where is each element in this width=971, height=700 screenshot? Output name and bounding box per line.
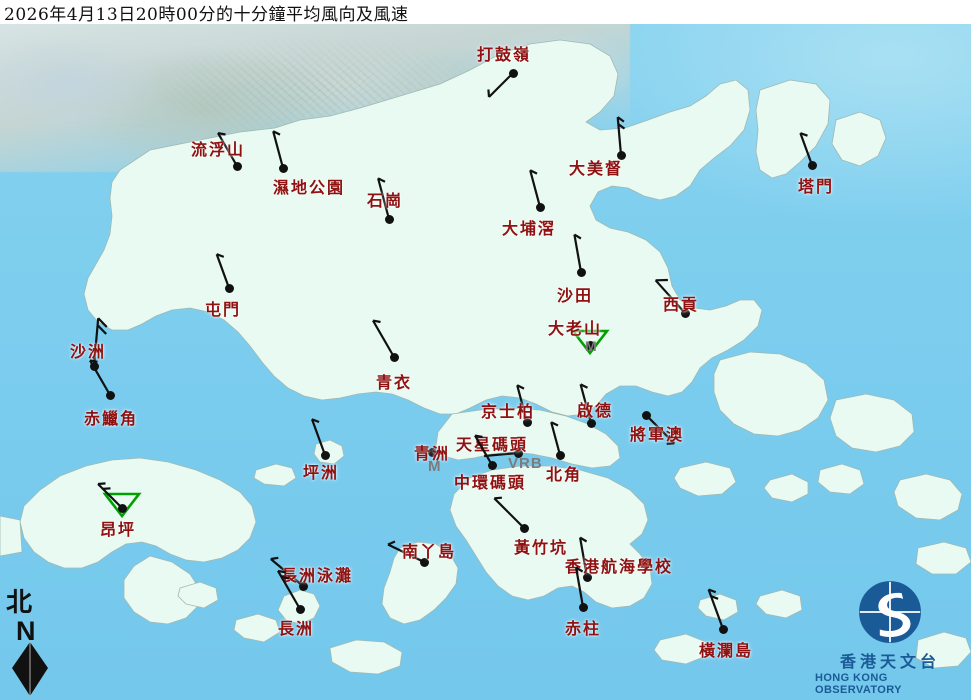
- station-dot: [519, 523, 529, 533]
- station-label: 打鼓嶺: [477, 45, 532, 64]
- station-label: 昂坪: [100, 520, 137, 539]
- station-label: 塔門: [798, 177, 835, 196]
- station-label: 橫瀾島: [699, 641, 754, 660]
- station-label: 青衣: [376, 373, 413, 392]
- station-dot: [585, 340, 595, 350]
- station-dot: [578, 602, 588, 612]
- station-dot: [807, 160, 817, 170]
- station-dot: [389, 352, 399, 362]
- station-label: 大美督: [569, 159, 624, 178]
- station-dot: [680, 308, 690, 318]
- station-dot: [295, 604, 305, 614]
- station-dot: [582, 572, 592, 582]
- station-label: 京士柏: [481, 402, 536, 421]
- station-label: 濕地公園: [273, 178, 346, 197]
- station-label: 沙田: [557, 286, 594, 305]
- station-dot: [555, 450, 565, 460]
- station-dot: [641, 410, 651, 420]
- station-label: 屯門: [205, 300, 242, 319]
- station-dot: [535, 202, 545, 212]
- station-label: 香港航海學校: [565, 557, 674, 576]
- station-label: 青洲: [414, 444, 451, 463]
- station-label: 中環碼頭: [454, 473, 527, 492]
- missing-data-triangle: [570, 329, 610, 356]
- station-dot: [718, 624, 728, 634]
- station-label: 赤鱲角: [84, 409, 139, 428]
- station-dot: [419, 557, 429, 567]
- station-dot: [586, 418, 596, 428]
- title-bar: 2026年4月13日20時00分的十分鐘平均風向及風速: [0, 0, 971, 25]
- station-dot: [117, 503, 127, 513]
- station-dot: [522, 417, 532, 427]
- station-label: 大老山: [548, 319, 603, 338]
- station-dot: [320, 450, 330, 460]
- hko-logo-label-en: HONG KONG OBSERVATORY: [815, 672, 902, 696]
- station-dot: [508, 68, 518, 78]
- station-label: 北角: [546, 465, 583, 484]
- station-dot: [278, 163, 288, 173]
- page-title: 2026年4月13日20時00分的十分鐘平均風向及風速: [4, 4, 409, 25]
- hko-logo-mark: [859, 581, 921, 643]
- station-label: 赤柱: [565, 619, 602, 638]
- station-label: 長洲: [278, 619, 315, 638]
- station-dot: [513, 448, 523, 458]
- station-label: 大埔滘: [502, 219, 557, 238]
- station-dot: [298, 581, 308, 591]
- station-dot: [384, 214, 394, 224]
- station-dot: [616, 150, 626, 160]
- station-label: 黃竹坑: [514, 538, 569, 557]
- station-label: 天星碼頭: [456, 435, 529, 454]
- hko-logo: 香港天文台 HONG KONG OBSERVATORY: [815, 580, 965, 696]
- north-arrow: 北 N: [4, 590, 64, 698]
- station-dot: [427, 447, 437, 457]
- north-arrow-label-en: N: [16, 616, 36, 646]
- station-label: 南丫島: [402, 542, 457, 561]
- station-wind-code: M: [428, 458, 442, 475]
- station-label: 長洲泳灘: [281, 566, 354, 585]
- station-dot: [89, 361, 99, 371]
- station-wind-code: VRB: [508, 455, 543, 472]
- station-label: 石崗: [367, 191, 404, 210]
- station-label: 啟德: [577, 401, 614, 420]
- missing-code-label: M: [585, 338, 597, 354]
- north-arrow-label-cn: 北: [6, 588, 33, 618]
- station-dot: [232, 161, 242, 171]
- station-dot: [105, 390, 115, 400]
- station-dot: [576, 267, 586, 277]
- missing-data-triangle: [102, 492, 142, 519]
- station-label: 流浮山: [191, 140, 246, 159]
- station-label: 坪洲: [303, 463, 340, 482]
- station-label: 將軍澳: [630, 425, 685, 444]
- north-arrow-needle: [12, 642, 48, 696]
- station-label: 西貢: [663, 295, 700, 314]
- station-label: 沙洲: [70, 342, 107, 361]
- station-dot: [224, 283, 234, 293]
- hko-logo-label-cn: 香港天文台: [839, 652, 940, 671]
- station-dot: [487, 460, 497, 470]
